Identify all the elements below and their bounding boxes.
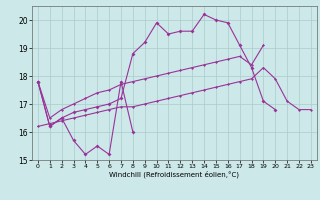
X-axis label: Windchill (Refroidissement éolien,°C): Windchill (Refroidissement éolien,°C)	[109, 171, 239, 178]
